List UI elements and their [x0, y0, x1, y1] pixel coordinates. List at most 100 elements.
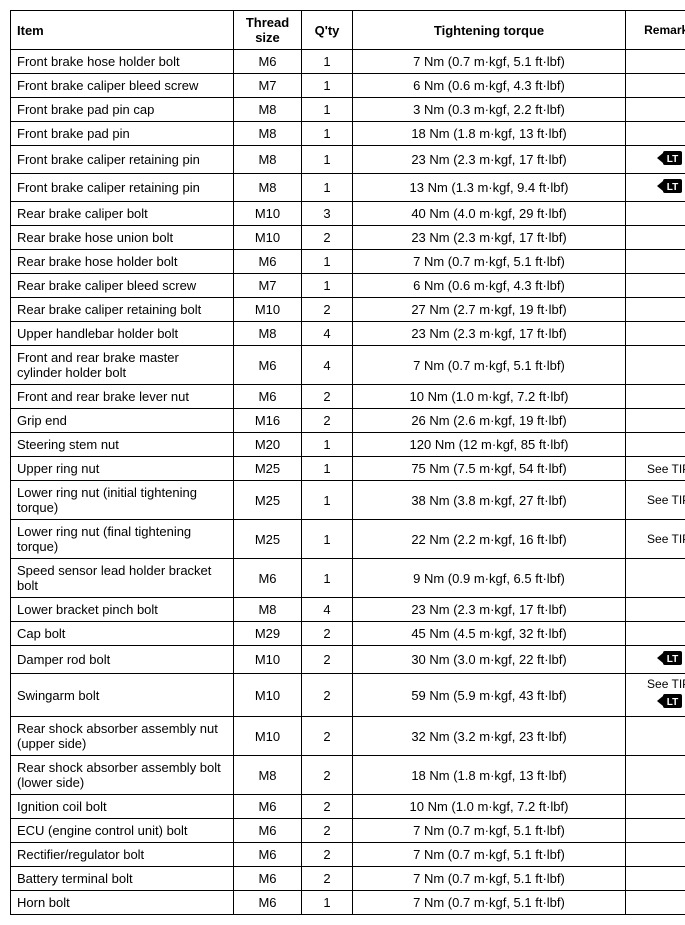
cell-torque: 75 Nm (7.5 m·kgf, 54 ft·lbf) — [353, 457, 626, 481]
cell-qty: 2 — [302, 867, 353, 891]
cell-qty: 1 — [302, 50, 353, 74]
cell-torque: 10 Nm (1.0 m·kgf, 7.2 ft·lbf) — [353, 795, 626, 819]
cell-qty: 2 — [302, 756, 353, 795]
cell-remarks — [626, 819, 685, 843]
table-row: Grip endM16226 Nm (2.6 m·kgf, 19 ft·lbf) — [11, 409, 685, 433]
table-row: Rear shock absorber assembly nut (upper … — [11, 717, 685, 756]
cell-thread: M7 — [234, 74, 302, 98]
cell-qty: 1 — [302, 250, 353, 274]
table-row: Upper ring nutM25175 Nm (7.5 m·kgf, 54 f… — [11, 457, 685, 481]
cell-thread: M6 — [234, 867, 302, 891]
cell-remarks — [626, 795, 685, 819]
cell-item: Rear brake caliper bolt — [11, 202, 234, 226]
table-body: Front brake hose holder boltM617 Nm (0.7… — [11, 50, 685, 915]
cell-thread: M6 — [234, 891, 302, 915]
cell-thread: M6 — [234, 346, 302, 385]
table-row: Rear brake caliper bleed screwM716 Nm (0… — [11, 274, 685, 298]
cell-item: Front brake caliper bleed screw — [11, 74, 234, 98]
cell-remarks — [626, 843, 685, 867]
cell-torque: 38 Nm (3.8 m·kgf, 27 ft·lbf) — [353, 481, 626, 520]
cell-torque: 27 Nm (2.7 m·kgf, 19 ft·lbf) — [353, 298, 626, 322]
cell-torque: 13 Nm (1.3 m·kgf, 9.4 ft·lbf) — [353, 174, 626, 202]
cell-qty: 4 — [302, 346, 353, 385]
cell-thread: M6 — [234, 795, 302, 819]
cell-remarks — [626, 346, 685, 385]
cell-remarks — [626, 98, 685, 122]
table-row: Lower ring nut (final tightening torque)… — [11, 520, 685, 559]
cell-remarks — [626, 385, 685, 409]
table-row: Lower bracket pinch boltM8423 Nm (2.3 m·… — [11, 598, 685, 622]
cell-item: Front brake hose holder bolt — [11, 50, 234, 74]
cell-thread: M6 — [234, 559, 302, 598]
cell-remarks: See TIP. — [626, 457, 685, 481]
table-row: Front and rear brake lever nutM6210 Nm (… — [11, 385, 685, 409]
cell-remarks: See TIP. — [626, 481, 685, 520]
thread-lock-icon: LT — [657, 693, 683, 712]
cell-torque: 23 Nm (2.3 m·kgf, 17 ft·lbf) — [353, 226, 626, 250]
remark-text: See TIP. — [647, 678, 685, 691]
cell-torque: 7 Nm (0.7 m·kgf, 5.1 ft·lbf) — [353, 346, 626, 385]
cell-thread: M6 — [234, 819, 302, 843]
cell-remarks — [626, 202, 685, 226]
table-row: Battery terminal boltM627 Nm (0.7 m·kgf,… — [11, 867, 685, 891]
cell-qty: 2 — [302, 795, 353, 819]
cell-qty: 2 — [302, 674, 353, 717]
cell-remarks — [626, 867, 685, 891]
cell-item: Grip end — [11, 409, 234, 433]
cell-torque: 26 Nm (2.6 m·kgf, 19 ft·lbf) — [353, 409, 626, 433]
cell-qty: 1 — [302, 274, 353, 298]
table-header-row: Item Thread size Q'ty Tightening torque … — [11, 11, 685, 50]
table-row: Rear brake hose union boltM10223 Nm (2.3… — [11, 226, 685, 250]
cell-thread: M29 — [234, 622, 302, 646]
cell-qty: 1 — [302, 174, 353, 202]
cell-thread: M8 — [234, 756, 302, 795]
cell-thread: M8 — [234, 174, 302, 202]
cell-torque: 23 Nm (2.3 m·kgf, 17 ft·lbf) — [353, 598, 626, 622]
cell-remarks: LT — [626, 646, 685, 674]
cell-remarks: See TIP. — [626, 520, 685, 559]
cell-item: Rear brake hose union bolt — [11, 226, 234, 250]
cell-qty: 2 — [302, 298, 353, 322]
cell-torque: 45 Nm (4.5 m·kgf, 32 ft·lbf) — [353, 622, 626, 646]
cell-remarks — [626, 50, 685, 74]
svg-text:LT: LT — [666, 654, 677, 665]
cell-remarks — [626, 559, 685, 598]
cell-torque: 18 Nm (1.8 m·kgf, 13 ft·lbf) — [353, 122, 626, 146]
cell-qty: 2 — [302, 843, 353, 867]
cell-thread: M25 — [234, 457, 302, 481]
cell-item: Rear brake hose holder bolt — [11, 250, 234, 274]
cell-remarks — [626, 433, 685, 457]
svg-text:LT: LT — [666, 154, 677, 165]
cell-item: Rear brake caliper retaining bolt — [11, 298, 234, 322]
cell-torque: 7 Nm (0.7 m·kgf, 5.1 ft·lbf) — [353, 843, 626, 867]
cell-torque: 7 Nm (0.7 m·kgf, 5.1 ft·lbf) — [353, 50, 626, 74]
cell-thread: M7 — [234, 274, 302, 298]
cell-torque: 7 Nm (0.7 m·kgf, 5.1 ft·lbf) — [353, 819, 626, 843]
cell-remarks — [626, 298, 685, 322]
table-row: Upper handlebar holder boltM8423 Nm (2.3… — [11, 322, 685, 346]
cell-remarks — [626, 717, 685, 756]
table-row: Front and rear brake master cylinder hol… — [11, 346, 685, 385]
cell-thread: M8 — [234, 122, 302, 146]
table-row: Ignition coil boltM6210 Nm (1.0 m·kgf, 7… — [11, 795, 685, 819]
cell-thread: M8 — [234, 598, 302, 622]
cell-remarks — [626, 409, 685, 433]
thread-lock-icon: LT — [657, 178, 683, 197]
cell-torque: 10 Nm (1.0 m·kgf, 7.2 ft·lbf) — [353, 385, 626, 409]
cell-qty: 2 — [302, 409, 353, 433]
cell-thread: M16 — [234, 409, 302, 433]
table-row: Rectifier/regulator boltM627 Nm (0.7 m·k… — [11, 843, 685, 867]
cell-item: Front brake pad pin — [11, 122, 234, 146]
cell-qty: 2 — [302, 717, 353, 756]
cell-item: Rear brake caliper bleed screw — [11, 274, 234, 298]
cell-item: Speed sensor lead holder bracket bolt — [11, 559, 234, 598]
cell-qty: 1 — [302, 74, 353, 98]
cell-item: Steering stem nut — [11, 433, 234, 457]
cell-qty: 1 — [302, 146, 353, 174]
cell-thread: M10 — [234, 298, 302, 322]
cell-qty: 1 — [302, 481, 353, 520]
cell-thread: M8 — [234, 146, 302, 174]
table-row: Front brake caliper retaining pinM8113 N… — [11, 174, 685, 202]
cell-item: Lower ring nut (initial tightening torqu… — [11, 481, 234, 520]
cell-torque: 30 Nm (3.0 m·kgf, 22 ft·lbf) — [353, 646, 626, 674]
